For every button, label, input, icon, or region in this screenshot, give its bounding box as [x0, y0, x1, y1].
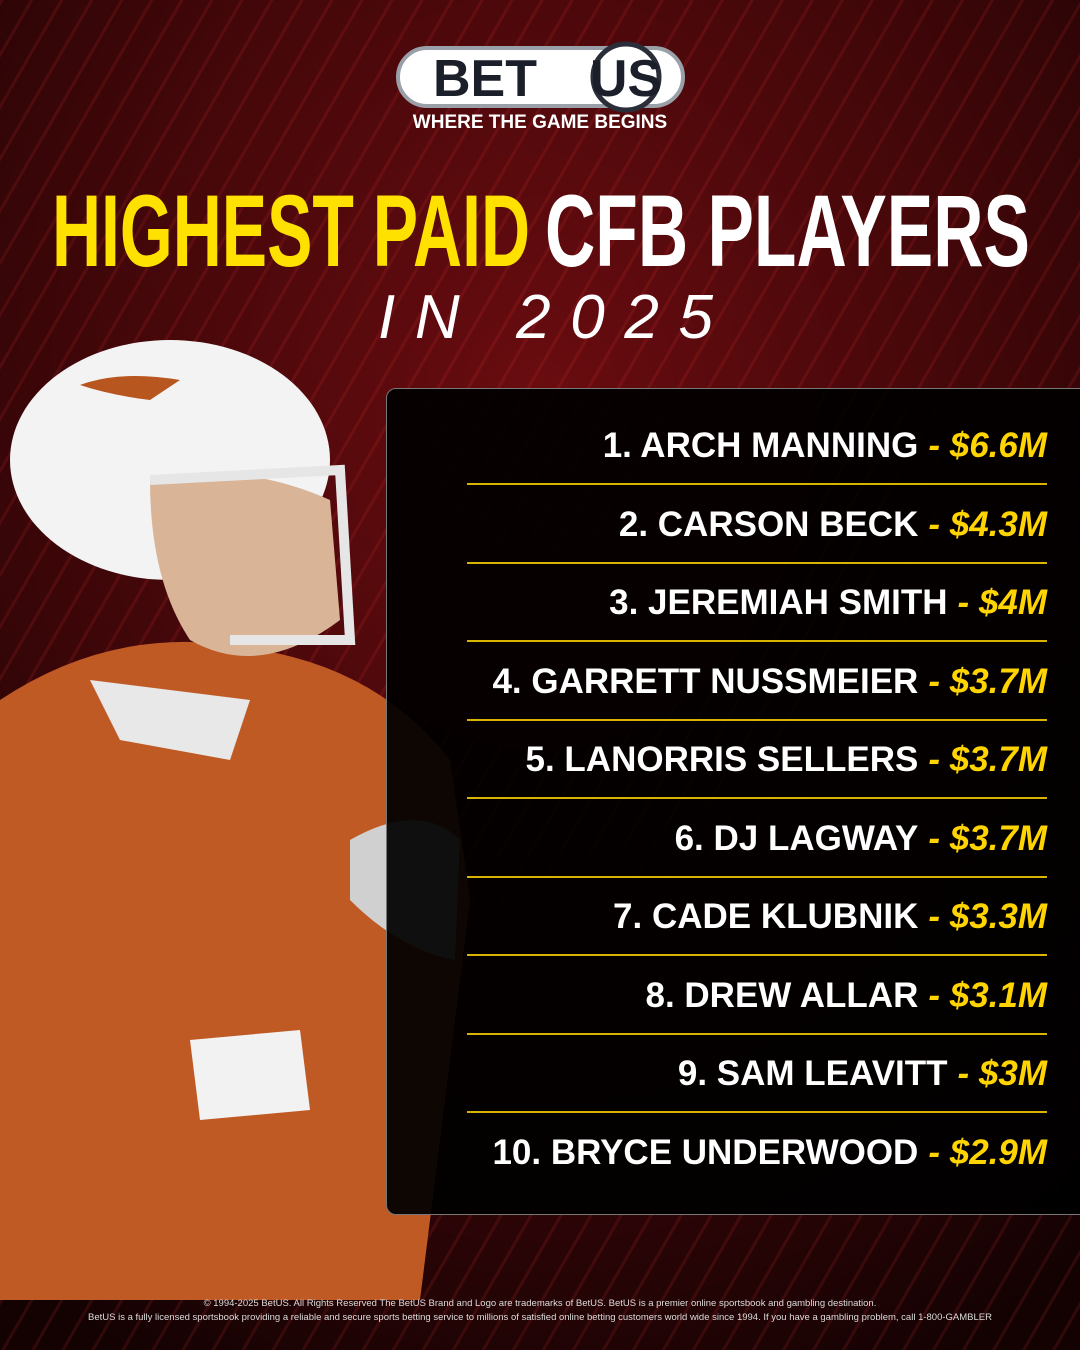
player-name: 5. LANORRIS SELLERS	[525, 740, 919, 779]
tagline: WHERE THE GAME BEGINS	[413, 112, 667, 133]
divider	[467, 1111, 1047, 1113]
divider	[467, 954, 1047, 956]
amount: - $4.3M	[928, 504, 1047, 544]
amount: - $3.7M	[928, 661, 1047, 701]
footer-line: BetUS is a fully licensed sportsbook pro…	[87, 1312, 992, 1323]
ranking-row: 5. LANORRIS SELLERS - $3.7M	[387, 721, 1047, 799]
player-name: 9. SAM LEAVITT	[677, 1054, 948, 1093]
ranking-row: 9. SAM LEAVITT - $3M	[387, 1035, 1047, 1113]
amount: - $3.1M	[928, 975, 1047, 1015]
player-name: 10. BRYCE UNDERWOOD	[492, 1132, 919, 1172]
amount: - $4M	[957, 583, 1047, 622]
ranking-row: 4. GARRETT NUSSMEIER - $3.7M	[387, 643, 1047, 721]
ranking-row: 8. DREW ALLAR - $3.1M	[387, 957, 1047, 1035]
player-name: 4. GARRETT NUSSMEIER	[492, 661, 919, 701]
amount: - $3.7M	[928, 818, 1047, 858]
title-highlight: HIGHEST PAID	[52, 174, 530, 288]
amount: - $6.6M	[928, 426, 1047, 465]
footer-line: © 1994-2025 BetUS. All Rights Reserved T…	[203, 1298, 877, 1309]
title-rest: CFB PLAYERS	[545, 174, 1030, 288]
ranking-row: 6. DJ LAGWAY - $3.7M	[387, 800, 1047, 878]
amount: - $3M	[957, 1054, 1047, 1093]
player-name: 3. JEREMIAH SMITH	[609, 583, 948, 622]
amount: - $3.3M	[928, 897, 1047, 936]
player-name: 2. CARSON BECK	[618, 504, 919, 544]
player-name: 1. ARCH MANNING	[602, 426, 919, 465]
ranking-panel: 1. ARCH MANNING - $6.6M 2. CARSON BECK - $4…	[386, 388, 1080, 1215]
divider	[467, 797, 1047, 799]
ranking-row: 1. ARCH MANNING - $6.6M	[387, 407, 1047, 485]
player-name: 7. CADE KLUBNIK	[613, 897, 919, 936]
divider	[467, 718, 1047, 721]
ranking-row: 10. BRYCE UNDERWOOD - $2.9M	[387, 1114, 1047, 1192]
divider	[467, 561, 1047, 564]
divider	[467, 640, 1047, 642]
footer: © 1994-2025 BetUS. All Rights Reserved T…	[0, 1297, 1080, 1325]
divider	[467, 1032, 1047, 1035]
subtitle: IN 2025	[378, 283, 714, 352]
amount: - $2.9M	[928, 1132, 1047, 1172]
player-name: 8. DREW ALLAR	[645, 975, 919, 1015]
amount: - $3.7M	[928, 740, 1047, 779]
player-name: 6. DJ LAGWAY	[674, 818, 919, 858]
divider	[467, 875, 1047, 878]
logo-right: US	[590, 50, 662, 108]
divider	[467, 483, 1047, 485]
ranking-row: 2. CARSON BECK - $4.3M	[387, 486, 1047, 564]
ranking-row: 3. JEREMIAH SMITH - $4M	[387, 564, 1047, 642]
logo-left: BET	[433, 50, 537, 108]
ranking-row: 7. CADE KLUBNIK - $3.3M	[387, 878, 1047, 956]
